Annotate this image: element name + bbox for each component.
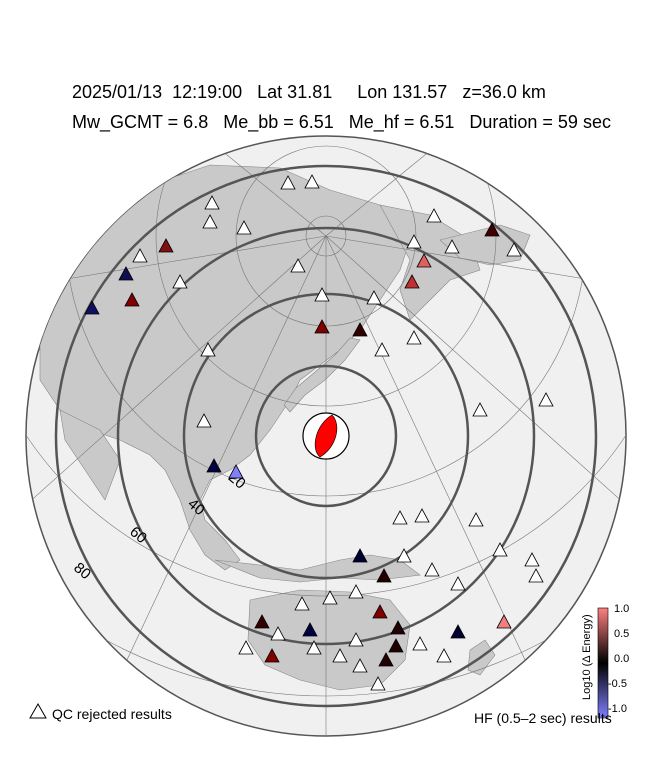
station-triangle-icon: [306, 640, 322, 655]
ring-40: [182, 292, 470, 580]
station-triangle-icon: [238, 640, 254, 655]
station-triangle-icon: [388, 638, 404, 653]
station-triangle-icon: [484, 222, 500, 237]
ring-60: [116, 226, 536, 646]
station-triangle-icon: [436, 648, 452, 663]
station-triangle-icon: [322, 590, 338, 605]
colorbar-tick-2: 0.5: [614, 628, 629, 640]
ring-20: [254, 364, 398, 508]
event-info-line: 2025/01/13 12:19:00 Lat 31.81 Lon 131.57…: [72, 82, 546, 102]
station-triangle-icon: [414, 508, 430, 523]
station-triangle-icon: [196, 413, 212, 428]
station-triangle-icon: [378, 652, 394, 667]
land-japan: [283, 337, 361, 413]
station-triangle-icon: [124, 292, 140, 307]
station-triangle-icon: [332, 648, 348, 663]
colorbar-tick-3: 0.0: [614, 653, 629, 665]
colorbar-tick-4: -0.5: [608, 678, 627, 690]
colorbar-tick-1: 1.0: [614, 603, 629, 615]
station-triangle-icon: [406, 234, 422, 249]
distance-rings: [54, 164, 598, 708]
qc-legend-triangle-icon: [29, 702, 47, 719]
station-triangle-icon: [468, 512, 484, 527]
station-triangle-icon: [412, 636, 428, 651]
land-australia: [247, 589, 411, 691]
stations: [84, 174, 554, 691]
station-triangle-icon: [374, 342, 390, 357]
station-triangle-icon: [270, 626, 286, 641]
station-triangle-icon: [496, 614, 512, 629]
station-triangle-icon: [444, 239, 460, 254]
station-triangle-icon: [524, 552, 540, 567]
station-triangle-icon: [416, 253, 432, 268]
station-triangle-icon: [450, 576, 466, 591]
station-triangle-icon: [372, 604, 388, 619]
land-indonesia: [214, 554, 421, 583]
colorbar-tick-5: -1.0: [608, 703, 627, 715]
station-triangle-icon: [158, 238, 174, 253]
station-triangle-icon: [390, 620, 406, 635]
station-triangle-icon: [302, 622, 318, 637]
station-triangle-icon: [376, 568, 392, 583]
station-triangle-icon: [84, 300, 100, 315]
station-triangle-icon: [200, 342, 216, 357]
station-triangle-icon: [280, 175, 296, 190]
station-triangle-icon: [506, 242, 522, 257]
station-triangle-icon: [424, 562, 440, 577]
magnitude-info-line: Mw_GCMT = 6.8 Me_bb = 6.51 Me_hf = 6.51 …: [72, 112, 611, 132]
station-triangle-icon: [172, 274, 188, 289]
focal-mechanism-beachball: [302, 412, 350, 460]
station-triangle-icon: [314, 287, 330, 302]
station-triangle-icon: [204, 195, 220, 210]
station-triangle-icon: [426, 208, 442, 223]
station-triangle-icon: [118, 266, 134, 281]
station-triangle-icon: [206, 458, 222, 473]
station-triangle-icon: [404, 274, 420, 289]
station-triangle-icon: [492, 542, 508, 557]
station-triangle-icon: [290, 258, 306, 273]
station-triangle-icon: [370, 676, 386, 691]
station-triangle-icon: [294, 596, 310, 611]
station-triangle-icon: [352, 322, 368, 337]
station-triangle-icon: [254, 614, 270, 629]
land-india: [59, 409, 121, 501]
station-triangle-icon: [392, 510, 408, 525]
hf-legend-label: HF (0.5–2 sec) results: [474, 710, 612, 726]
station-triangle-icon: [348, 584, 364, 599]
station-triangle-icon: [132, 248, 148, 263]
colorbar: 1.0 0.5 0.0 -0.5 -1.0 Log10 (Δ Energy): [581, 603, 629, 719]
station-triangle-icon: [352, 658, 368, 673]
station-triangle-icon: [366, 290, 382, 305]
station-triangle-icon: [228, 464, 244, 479]
colorbar-title: Log10 (Δ Energy): [581, 614, 593, 700]
land-ne-russia: [379, 204, 481, 321]
station-triangle-icon: [236, 220, 252, 235]
station-triangle-icon: [304, 174, 320, 189]
station-triangle-icon: [352, 548, 368, 563]
station-triangle-icon: [314, 319, 330, 334]
station-triangle-icon: [450, 624, 466, 639]
land-eurasia: [39, 164, 411, 571]
station-triangle-icon: [396, 548, 412, 563]
station-triangle-icon: [406, 330, 422, 345]
qc-legend-label: QC rejected results: [52, 706, 172, 722]
station-triangle-icon: [202, 214, 218, 229]
station-triangle-icon: [472, 402, 488, 417]
ring-80: [54, 164, 598, 708]
station-triangle-icon: [538, 392, 554, 407]
station-triangle-icon: [528, 568, 544, 583]
station-triangle-icon: [264, 648, 280, 663]
station-triangle-icon: [348, 632, 364, 647]
